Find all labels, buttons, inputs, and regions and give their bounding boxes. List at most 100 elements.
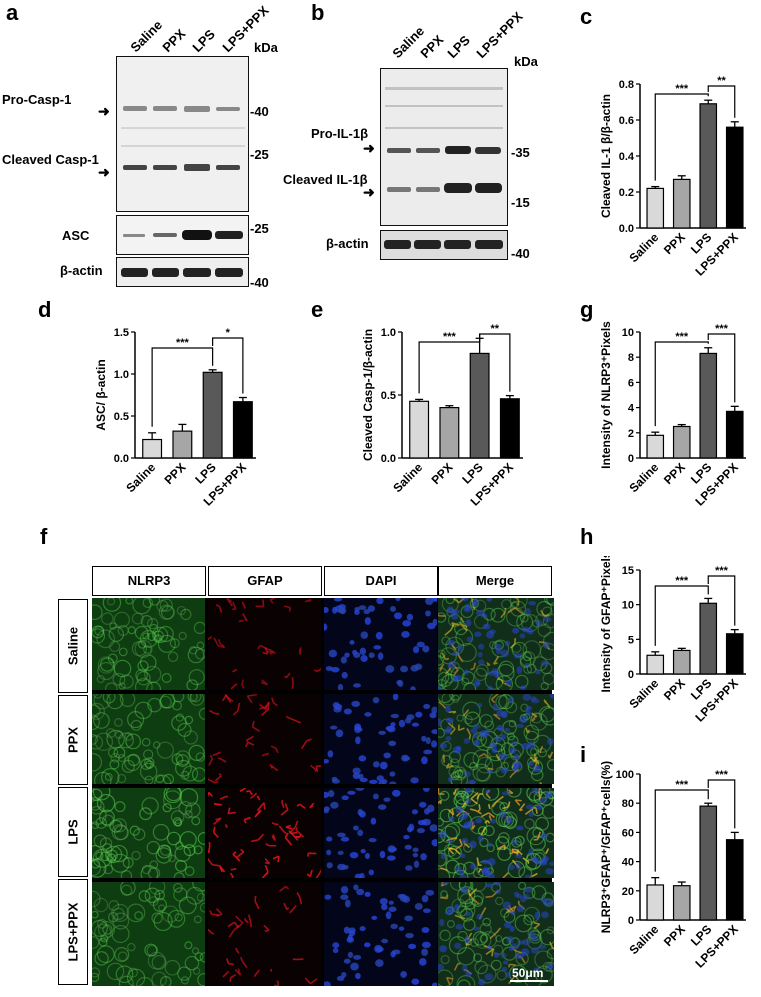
bar xyxy=(699,602,718,675)
bar xyxy=(646,434,665,459)
panel-label-c: c xyxy=(580,4,593,29)
significance-label: *** xyxy=(715,323,729,335)
category-label: PPX xyxy=(661,922,688,949)
micrograph-tiles xyxy=(92,598,554,986)
significance-label: *** xyxy=(176,337,190,349)
category-label: PPX xyxy=(661,460,688,487)
significance-bracket xyxy=(654,341,709,427)
panel-label-i: i xyxy=(580,742,587,767)
bar xyxy=(646,187,665,229)
band-label: ASC xyxy=(62,228,90,243)
y-tick-label: 5 xyxy=(628,634,634,646)
y-axis-label: NLRP3⁺GFAP⁺/GFAP⁺cells(%) xyxy=(600,761,613,933)
column-header: DAPI xyxy=(324,566,438,596)
category-label: Saline xyxy=(626,230,661,265)
band-label: β-actin xyxy=(326,236,369,251)
arrow-icon: ➜ xyxy=(98,103,110,119)
category-label: Saline xyxy=(123,460,158,495)
band-label: Pro-IL-1β xyxy=(311,126,369,141)
bar xyxy=(672,885,691,921)
category-label: PPX xyxy=(661,676,688,703)
bar-chart-nlrp3-intensity: 0 2 4 6 8 10 Intensity of NLRP3⁺Pixels Saline PP… xyxy=(599,318,760,530)
blot-asc xyxy=(116,215,249,255)
y-tick-label: 0.5 xyxy=(381,390,396,402)
significance-label: ** xyxy=(717,75,726,87)
y-tick-label: 0.0 xyxy=(114,453,129,465)
band-label: Cleaved Casp-1 xyxy=(2,152,99,167)
significance-label: *** xyxy=(675,331,689,343)
bar xyxy=(172,430,193,459)
mw-marker: -40 xyxy=(250,104,269,119)
micrograph-tile xyxy=(438,598,554,690)
bar xyxy=(699,805,718,921)
scale-bar-label: 50μm xyxy=(512,966,544,980)
y-tick-label: 0.0 xyxy=(619,223,634,235)
panel-label-g: g xyxy=(580,297,594,322)
y-tick-label: 8 xyxy=(628,352,634,364)
scale-bar xyxy=(510,980,548,982)
y-tick-label: 0 xyxy=(628,915,634,927)
micrograph-tile xyxy=(324,694,437,784)
micrograph-tile xyxy=(208,788,321,878)
y-tick-label: 15 xyxy=(622,565,634,577)
y-tick-label: 1.5 xyxy=(114,327,129,339)
lane-label: Saline xyxy=(127,17,166,56)
blot-actin-a xyxy=(116,257,249,287)
arrow-icon: ➜ xyxy=(363,184,375,200)
band-label: β-actin xyxy=(60,263,103,278)
category-label: Saline xyxy=(626,460,661,495)
lane-label: PPX xyxy=(159,25,189,55)
micrograph-tile xyxy=(208,882,321,986)
significance-label: ** xyxy=(490,323,499,335)
micrograph-tile xyxy=(92,694,205,784)
bar xyxy=(725,126,744,229)
bar xyxy=(672,425,691,459)
bar xyxy=(646,884,665,921)
y-tick-label: 0 xyxy=(628,669,634,681)
bar xyxy=(725,410,744,459)
micrograph-tile xyxy=(208,694,321,784)
mw-marker: -35 xyxy=(511,145,530,160)
lane-label: LPS xyxy=(444,32,473,61)
row-header: LPS xyxy=(58,787,88,877)
y-axis-label: Cleaved IL-1 β/β-actin xyxy=(600,94,613,218)
panel-label-a: a xyxy=(6,0,19,25)
micrograph-tile xyxy=(438,788,554,878)
row-header: LPS+PPX xyxy=(58,879,88,985)
y-tick-label: 0.4 xyxy=(619,151,635,163)
micrograph-tile xyxy=(324,598,437,690)
significance-label: *** xyxy=(675,575,689,587)
y-axis-label: Intensity of GFAP⁺Pixels xyxy=(600,556,613,693)
bar xyxy=(409,400,430,459)
blot-il1b xyxy=(380,68,508,226)
panel-label-e: e xyxy=(311,297,324,322)
bar xyxy=(202,371,223,459)
category-label: Saline xyxy=(390,460,425,495)
significance-bracket xyxy=(151,347,214,427)
significance-bracket xyxy=(707,779,736,829)
y-tick-label: 0.5 xyxy=(114,411,129,423)
category-label: Saline xyxy=(626,922,661,957)
micrograph-tile xyxy=(324,882,437,986)
y-axis-label: ASC/ β-actin xyxy=(95,359,108,430)
significance-bracket xyxy=(479,333,511,392)
y-tick-label: 1.0 xyxy=(114,369,129,381)
micrograph-tile xyxy=(324,788,437,878)
significance-label: * xyxy=(226,327,231,339)
bar xyxy=(646,654,665,675)
y-tick-label: 100 xyxy=(616,769,634,781)
column-header: NLRP3 xyxy=(92,566,206,596)
y-tick-label: 4 xyxy=(628,403,635,415)
bar xyxy=(672,178,691,229)
row-header: Saline xyxy=(58,599,88,693)
lane-label: LPS xyxy=(189,26,218,55)
panel-label-f: f xyxy=(40,524,48,549)
band-label: Pro-Casp-1 xyxy=(2,92,72,107)
category-label: LPS xyxy=(192,460,218,486)
significance-label: *** xyxy=(715,565,729,577)
row-header: PPX xyxy=(58,695,88,785)
bar xyxy=(469,352,490,459)
blot-actin-b xyxy=(380,230,508,260)
micrograph-tile xyxy=(92,788,205,878)
significance-label: *** xyxy=(443,331,457,343)
